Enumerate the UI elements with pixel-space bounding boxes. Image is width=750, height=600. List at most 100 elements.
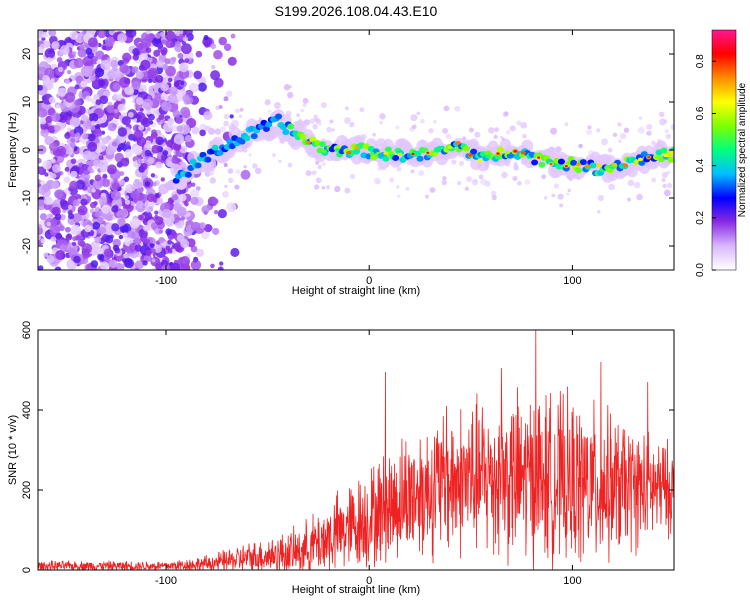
heatmap-cell: [458, 160, 465, 166]
heatmap-cell: [314, 118, 318, 122]
heatmap-cell: [173, 142, 182, 151]
heatmap-cell: [90, 125, 96, 131]
heatmap-cell: [637, 157, 644, 162]
heatmap-cell: [170, 262, 181, 270]
heatmap-cell: [167, 248, 173, 254]
heatmap-cell: [663, 189, 671, 197]
heatmap-cell: [396, 185, 400, 189]
heatmap-cell: [190, 259, 202, 270]
heatmap-cell: [161, 101, 172, 112]
heatmap-cell: [130, 190, 140, 200]
heatmap-cell: [92, 178, 104, 189]
heatmap-cell: [491, 194, 497, 201]
heatmap-cell: [165, 39, 174, 49]
heatmap-cell: [137, 187, 143, 193]
heatmap-cell: [317, 165, 322, 170]
heatmap-cell: [38, 47, 42, 52]
heatmap-cell: [102, 45, 107, 50]
heatmap-cell: [38, 265, 44, 270]
heatmap-cell: [63, 176, 71, 184]
heatmap-cell: [74, 84, 80, 90]
heatmap-cell: [64, 132, 71, 139]
heatmap-cell: [158, 114, 165, 121]
heatmap-cell: [278, 159, 282, 163]
heatmap-cell: [111, 182, 120, 191]
heatmap-cell: [84, 224, 92, 233]
snr-ticks: -100 0 100 0 200 400 600: [21, 321, 674, 587]
heatmap-cell: [106, 164, 117, 175]
heatmap-cell: [151, 129, 157, 135]
heatmap-cell: [140, 162, 148, 171]
heatmap-cell: [102, 173, 108, 179]
heatmap-cell: [346, 150, 352, 155]
heatmap-cell: [122, 258, 127, 263]
heatmap-cell: [287, 123, 295, 130]
heatmap-cell: [344, 187, 351, 194]
heatmap-cell: [162, 150, 169, 156]
heatmap-cell: [462, 136, 467, 141]
heatmap-cell: [464, 186, 469, 191]
heatmap-cell: [344, 106, 349, 111]
heatmap-cell: [101, 137, 109, 145]
heatmap-cell: [626, 197, 632, 202]
heatmap-cell: [151, 144, 161, 154]
heatmap-cell: [44, 48, 56, 59]
heatmap-cell: [165, 228, 172, 236]
heatmap-cell: [119, 179, 126, 186]
heatmap-cell: [129, 218, 140, 229]
heatmap-cell: [96, 60, 101, 65]
heatmap-cell: [131, 80, 141, 90]
heatmap-cell: [134, 267, 140, 270]
heatmap-cell: [543, 196, 548, 200]
heatmap-cell: [474, 131, 481, 138]
heatmap-cell: [654, 155, 660, 160]
heatmap-cell: [152, 109, 158, 115]
heatmap-cell: [302, 97, 309, 104]
heatmap-cell: [48, 142, 58, 152]
heatmap-cell: [392, 155, 400, 162]
heatmap-cell: [173, 203, 182, 212]
heatmap-cell: [85, 95, 92, 102]
heatmap-cell: [99, 164, 108, 173]
heatmap-cell: [135, 71, 144, 80]
heatmap-cell: [433, 120, 437, 124]
heatmap-cell: [191, 182, 196, 187]
heatmap-cell: [90, 260, 99, 268]
heatmap-cell: [411, 124, 417, 130]
heatmap-cell: [144, 238, 151, 245]
heatmap-cell: [111, 223, 120, 232]
heatmap-cell: [94, 127, 102, 135]
heatmap-cell: [82, 133, 89, 140]
heatmap-cell: [80, 114, 89, 122]
heatmap-cell: [313, 114, 319, 120]
heatmap-cell: [147, 95, 152, 100]
heatmap-cell: [171, 156, 179, 164]
heatmap-cell: [156, 59, 164, 68]
heatmap-cell: [94, 211, 101, 218]
heatmap-cell: [158, 183, 169, 195]
heatmap-cell: [359, 107, 365, 113]
heatmap-cell: [587, 125, 592, 130]
heatmap-cell: [131, 66, 139, 74]
heatmap-cell: [516, 120, 522, 126]
heatmap-cell: [213, 77, 224, 88]
heatmap-cell: [218, 36, 227, 46]
heatmap-cell: [156, 197, 164, 205]
heatmap-cell: [564, 122, 569, 127]
heatmap-cell: [122, 232, 128, 238]
heatmap-cell: [98, 226, 107, 235]
heatmap-cell: [46, 254, 55, 264]
heatmap-cell: [216, 149, 224, 156]
heatmap-cell: [67, 204, 73, 210]
heatmap-cell: [230, 247, 240, 257]
heatmap-cell: [54, 213, 62, 221]
heatmap-cell: [106, 70, 116, 80]
heatmap-cell: [98, 196, 108, 206]
heatmap-cell: [54, 189, 64, 199]
heatmap-cell: [349, 121, 355, 128]
heatmap-cell: [596, 163, 602, 168]
heatmap-cell: [274, 102, 281, 109]
heatmap-cell: [414, 150, 422, 157]
heatmap-cell: [272, 153, 277, 158]
heatmap-cell: [159, 31, 165, 37]
